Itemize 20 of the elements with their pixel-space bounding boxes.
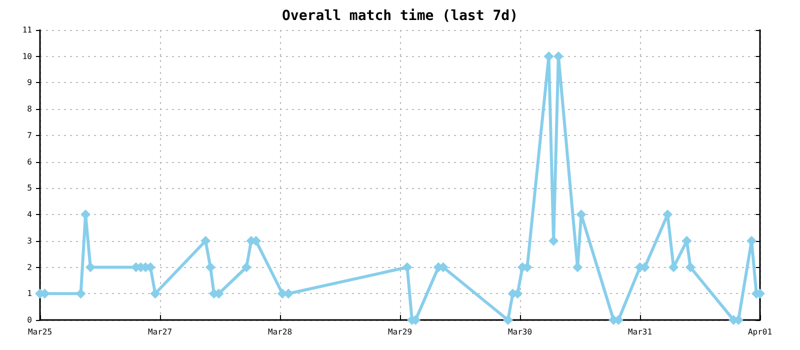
chart-title: Overall match time (last 7d) bbox=[282, 8, 518, 24]
y-tick-label: 10 bbox=[22, 52, 32, 61]
y-tick-label: 9 bbox=[27, 78, 32, 88]
y-tick-label: 3 bbox=[27, 236, 32, 246]
y-tick-label: 4 bbox=[27, 210, 32, 220]
x-tick-label: Mar27 bbox=[148, 328, 172, 336]
y-tick-label: 2 bbox=[27, 262, 32, 272]
x-tick-label: Mar29 bbox=[388, 328, 412, 336]
y-tick-label: 11 bbox=[22, 26, 32, 34]
y-tick-label: 8 bbox=[27, 104, 32, 114]
y-tick-label: 1 bbox=[27, 289, 32, 298]
x-tick-label: Mar30 bbox=[508, 328, 532, 336]
x-tick-label: Mar28 bbox=[268, 328, 292, 336]
x-tick-label: Apr01 bbox=[748, 328, 772, 336]
y-tick-label: 7 bbox=[27, 130, 32, 140]
y-tick-label: 5 bbox=[27, 184, 32, 193]
y-tick-label: 0 bbox=[27, 316, 32, 324]
x-tick-label: Mar25 bbox=[28, 328, 52, 336]
y-tick-label: 6 bbox=[27, 157, 32, 166]
x-tick-label: Mar31 bbox=[628, 328, 652, 336]
